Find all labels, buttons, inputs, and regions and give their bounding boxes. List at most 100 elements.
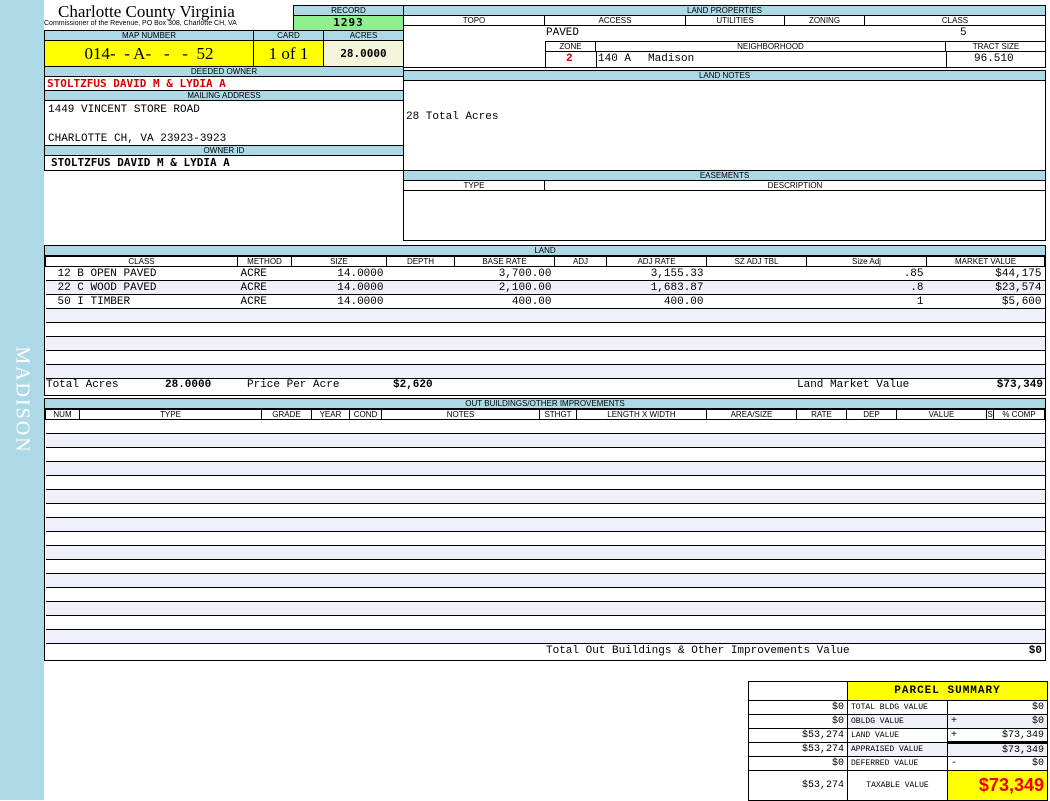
- parcel-summary: PARCEL SUMMARY $0 TOTAL BLDG VALUE $0 $0 OBL…: [748, 681, 1048, 801]
- sidebar: MADISON: [0, 0, 44, 800]
- summary-prior-value: $0: [748, 756, 848, 771]
- land-cell: .85: [806, 266, 927, 281]
- land-cell: [554, 266, 607, 281]
- land-column-headers: CLASS METHOD SIZE DEPTH BASE RATE ADJ ADJ RATE…: [45, 256, 1045, 267]
- land-column-header: MARKET VALUE: [926, 256, 1045, 267]
- map-number: 014- - A- - - 52: [44, 40, 254, 67]
- outbuildings-cell: [45, 475, 1045, 490]
- outbuildings-column-header: YEAR: [311, 409, 350, 420]
- land-cell: [606, 350, 707, 365]
- district-label: MADISON: [11, 346, 34, 454]
- land-cell: [554, 336, 607, 351]
- address-line-1: 1449 VINCENT STORE ROAD: [48, 104, 200, 116]
- outbuildings-column-header: % COMP: [993, 409, 1045, 420]
- outbuildings-column-header: COND: [349, 409, 382, 420]
- outbuildings-cell: [45, 447, 1045, 462]
- outbuildings-row: [45, 629, 1045, 644]
- land-row: [45, 364, 1045, 379]
- land-cell: [386, 336, 455, 351]
- neighborhood-code: 140 A: [598, 53, 632, 65]
- land-column-header: DEPTH: [386, 256, 455, 267]
- land-cell: [237, 364, 292, 379]
- land-cell: [454, 364, 555, 379]
- outbuildings-cell: [45, 503, 1045, 518]
- land-cell: [45, 350, 238, 365]
- outbuildings-column-header: STHGT: [539, 409, 577, 420]
- summary-value: $0: [961, 714, 1048, 729]
- summary-label: LAND VALUE: [847, 728, 948, 743]
- address-line-2: CHARLOTTE CH, VA 23923-3923: [48, 133, 227, 145]
- land-cell: 50 I TIMBER: [45, 294, 238, 309]
- outbuildings-row: [45, 573, 1045, 588]
- easement-type-header: TYPE: [404, 181, 545, 190]
- land-cell: [291, 336, 387, 351]
- land-column-header: SIZE: [291, 256, 387, 267]
- land-cell: 22 C WOOD PAVED: [45, 280, 238, 295]
- summary-prior-value: $0: [748, 700, 848, 715]
- land-cell: 14.0000: [291, 280, 387, 295]
- land-cell: [554, 280, 607, 295]
- summary-label: DEFERRED VALUE: [847, 756, 948, 771]
- land-cell: [237, 336, 292, 351]
- land-cell: [706, 364, 807, 379]
- price-per-acre: $2,620: [393, 379, 433, 391]
- land-column-header: ADJ: [554, 256, 607, 267]
- taxable-label: TAXABLE VALUE: [847, 770, 948, 801]
- acres-value: 28.0000: [323, 40, 404, 67]
- land-cell: [806, 336, 927, 351]
- land-section: LAND CLASS METHOD SIZE DEPTH BASE RATE ADJ ADJ…: [44, 245, 1046, 396]
- outbuildings-column-header: NOTES: [381, 409, 540, 420]
- outbuildings-cell: [45, 545, 1045, 560]
- land-cell: [706, 336, 807, 351]
- land-cell: [454, 350, 555, 365]
- land-cell: [237, 308, 292, 323]
- land-cell: [706, 308, 807, 323]
- land-cell: 3,155.33: [606, 266, 707, 281]
- land-cell: [386, 364, 455, 379]
- land-cell: [706, 294, 807, 309]
- land-column-header: CLASS: [45, 256, 238, 267]
- outbuildings-cell: [45, 419, 1045, 434]
- outbuildings-cell: [45, 573, 1045, 588]
- land-cell: $5,600: [926, 294, 1045, 309]
- utilities-header: UTILITIES: [686, 16, 785, 25]
- land-cell: 14.0000: [291, 266, 387, 281]
- land-cell: [706, 266, 807, 281]
- land-cell: [806, 322, 927, 337]
- land-cell: [926, 322, 1045, 337]
- owner-id: STOLTZFUS DAVID M & LYDIA A: [44, 155, 404, 171]
- land-cell: [606, 308, 707, 323]
- outbuildings-column-header: AREA/SIZE: [706, 409, 797, 420]
- summary-value: $73,349: [961, 728, 1048, 744]
- land-cell: .8: [806, 280, 927, 295]
- land-row: [45, 308, 1045, 323]
- land-cell: 1: [806, 294, 927, 309]
- access-value: PAVED: [546, 27, 580, 39]
- summary-prior-value: $0: [748, 714, 848, 729]
- land-cell: 1,683.87: [606, 280, 707, 295]
- outbuildings-row: [45, 615, 1045, 630]
- land-cell: [706, 280, 807, 295]
- summary-prior-value: $53,274: [748, 728, 848, 743]
- page-subtitle: Commissioner of the Revenue, PO Box 308,…: [44, 20, 237, 27]
- land-cell: [554, 294, 607, 309]
- land-cell: [237, 350, 292, 365]
- outbuildings-column-header: S: [986, 409, 994, 420]
- land-market-value: $73,349: [996, 379, 1043, 391]
- outbuildings-column-header: VALUE: [896, 409, 987, 420]
- outbuildings-cell: [45, 615, 1045, 630]
- land-cell: [706, 322, 807, 337]
- outbuildings-cell: [45, 587, 1045, 602]
- summary-value: $73,349: [961, 742, 1048, 757]
- price-per-acre-label: Price Per Acre: [247, 379, 340, 391]
- land-cell: ACRE: [237, 280, 292, 295]
- land-cell: [806, 364, 927, 379]
- outbuildings-row: [45, 545, 1045, 560]
- land-cell: [554, 364, 607, 379]
- access-header: ACCESS: [545, 16, 686, 25]
- land-row: [45, 322, 1045, 337]
- land-cell: [237, 322, 292, 337]
- land-cell: [806, 350, 927, 365]
- land-cell: [45, 336, 238, 351]
- land-notes: 28 Total Acres: [403, 80, 1046, 171]
